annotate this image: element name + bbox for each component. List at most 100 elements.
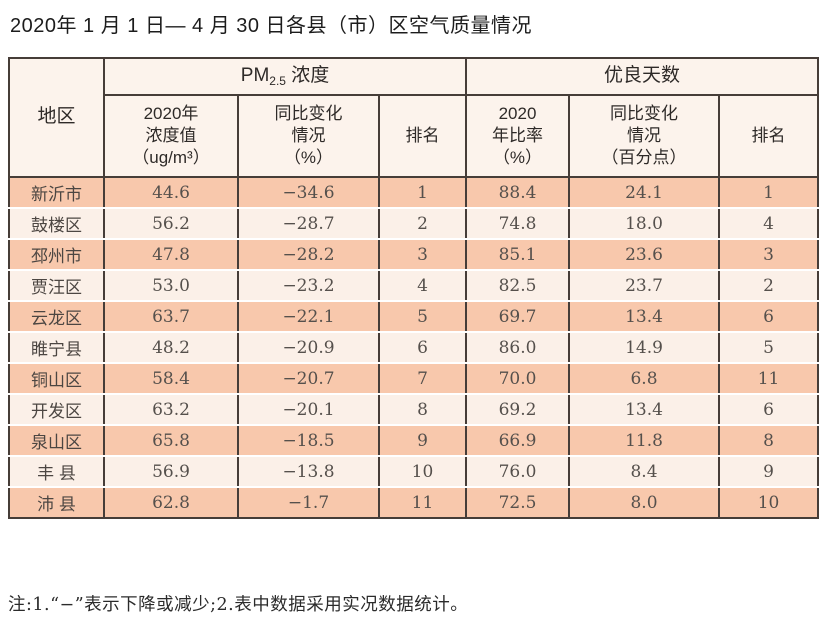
region-cell: 云龙区: [8, 300, 105, 333]
table-header: 地区 PM2.5 浓度 优良天数 2020年 浓度值 （ug/m³） 同比变化 …: [8, 57, 820, 178]
header-sub-row: 2020年 浓度值 （ug/m³） 同比变化 情况 （%） 排名 2020 年比…: [9, 94, 820, 178]
region-cell: 丰 县: [8, 455, 105, 488]
pm-value-cell: 56.2: [103, 207, 239, 240]
pm-rank-cell: 10: [378, 455, 467, 488]
region-cell: 新沂市: [8, 176, 105, 209]
good-change-cell: 14.9: [568, 331, 720, 364]
pm-change-cell: −13.8: [237, 455, 380, 488]
header-region: 地区: [8, 57, 105, 178]
region-cell: 邳州市: [8, 238, 105, 271]
pm-change-cell: −34.6: [237, 176, 380, 209]
good-ratio-cell: 82.5: [465, 269, 570, 302]
header-line: 情况: [291, 126, 326, 146]
region-cell: 开发区: [8, 393, 105, 426]
table-row: 丰 县 56.9 −13.8 10 76.0 8.4 9: [8, 455, 820, 488]
table-footnote: 注:1.“−”表示下降或减少;2.表中数据采用实况数据统计。: [8, 595, 469, 615]
table-row: 沛 县 62.8 −1.7 11 72.5 8.0 10: [8, 486, 820, 519]
table-row: 云龙区 63.7 −22.1 5 69.7 13.4 6: [8, 300, 820, 333]
header-line: 2020年: [143, 104, 199, 124]
pm-value-cell: 47.8: [103, 238, 239, 271]
pm-rank-cell: 1: [378, 176, 467, 209]
good-ratio-cell: 72.5: [465, 486, 570, 519]
table-row: 贾汪区 53.0 −23.2 4 82.5 23.7 2: [8, 269, 820, 302]
good-ratio-cell: 88.4: [465, 176, 570, 209]
pm-rank-cell: 11: [378, 486, 467, 519]
header-good-change: 同比变化 情况 （百分点）: [568, 94, 720, 178]
pm-change-cell: −22.1: [237, 300, 380, 333]
header-pm-rank: 排名: [378, 94, 467, 178]
header-line: 同比变化: [610, 104, 678, 124]
pm-rank-cell: 8: [378, 393, 467, 426]
table-body: 新沂市 44.6 −34.6 1 88.4 24.1 1 鼓楼区 56.2 −2…: [8, 176, 820, 519]
pm-change-cell: −28.2: [237, 238, 380, 271]
pm-change-cell: −20.9: [237, 331, 380, 364]
header-line: （ug/m³）: [132, 147, 210, 167]
pm-change-cell: −28.7: [237, 207, 380, 240]
good-change-cell: 11.8: [568, 424, 720, 457]
good-rank-cell: 10: [717, 486, 820, 519]
pm-value-cell: 58.4: [103, 362, 239, 395]
pm-value-cell: 65.8: [103, 424, 239, 457]
header-line: 情况: [627, 126, 661, 146]
good-ratio-cell: 70.0: [465, 362, 570, 395]
pm-label-suffix: 浓度: [285, 64, 330, 86]
good-change-cell: 24.1: [568, 176, 720, 209]
good-change-cell: 8.4: [568, 455, 720, 488]
header-pm-value: 2020年 浓度值 （ug/m³）: [103, 94, 239, 178]
pm-rank-cell: 3: [378, 238, 467, 271]
good-change-cell: 23.6: [568, 238, 720, 271]
pm-rank-cell: 6: [378, 331, 467, 364]
header-line: （%）: [492, 147, 543, 167]
good-ratio-cell: 69.2: [465, 393, 570, 426]
region-cell: 铜山区: [8, 362, 105, 395]
pm-rank-cell: 2: [378, 207, 467, 240]
good-rank-cell: 3: [717, 238, 820, 271]
good-rank-cell: 6: [717, 393, 820, 426]
table-row: 开发区 63.2 −20.1 8 69.2 13.4 6: [8, 393, 820, 426]
pm-rank-cell: 4: [378, 269, 467, 302]
header-good-rank: 排名: [717, 94, 820, 178]
good-change-cell: 23.7: [568, 269, 720, 302]
pm-value-cell: 63.7: [103, 300, 239, 333]
table-row: 铜山区 58.4 −20.7 7 70.0 6.8 11: [8, 362, 820, 395]
region-cell: 贾汪区: [8, 269, 105, 302]
pm-change-cell: −18.5: [237, 424, 380, 457]
good-rank-cell: 4: [717, 207, 820, 240]
header-pm-change: 同比变化 情况 （%）: [237, 94, 380, 178]
pm-value-cell: 63.2: [103, 393, 239, 426]
header-line: 2020: [498, 104, 537, 124]
pm-label: PM: [240, 64, 270, 86]
pm-value-cell: 53.0: [103, 269, 239, 302]
good-ratio-cell: 86.0: [465, 331, 570, 364]
good-rank-cell: 5: [717, 331, 820, 364]
pm-value-cell: 56.9: [103, 455, 239, 488]
table-row: 新沂市 44.6 −34.6 1 88.4 24.1 1: [8, 176, 820, 209]
header-line: 同比变化: [274, 104, 343, 124]
good-ratio-cell: 66.9: [465, 424, 570, 457]
good-change-cell: 18.0: [568, 207, 720, 240]
page-title: 2020年 1 月 1 日— 4 月 30 日各县（市）区空气质量情况: [10, 15, 533, 37]
pm-value-cell: 48.2: [103, 331, 239, 364]
pm-value-cell: 44.6: [103, 176, 239, 209]
good-change-cell: 8.0: [568, 486, 720, 519]
pm-change-cell: −20.1: [237, 393, 380, 426]
pm-rank-cell: 7: [378, 362, 467, 395]
good-ratio-cell: 76.0: [465, 455, 570, 488]
pm-value-cell: 62.8: [103, 486, 239, 519]
good-change-cell: 13.4: [568, 300, 720, 333]
header-good-days-group: 优良天数: [464, 57, 820, 96]
header-line: 年比率: [492, 126, 543, 146]
pm-change-cell: −20.7: [237, 362, 380, 395]
header-line: （百分点）: [601, 147, 687, 167]
region-cell: 鼓楼区: [8, 207, 105, 240]
table-row: 睢宁县 48.2 −20.9 6 86.0 14.9 5: [8, 331, 820, 364]
region-cell: 睢宁县: [8, 331, 105, 364]
good-rank-cell: 9: [717, 455, 820, 488]
pm-subscript: 2.5: [269, 73, 286, 88]
pm-change-cell: −23.2: [237, 269, 380, 302]
good-change-cell: 13.4: [568, 393, 720, 426]
region-cell: 沛 县: [8, 486, 105, 519]
pm-change-cell: −1.7: [237, 486, 380, 519]
good-rank-cell: 6: [717, 300, 820, 333]
header-group-row: 地区 PM2.5 浓度 优良天数: [8, 57, 820, 178]
